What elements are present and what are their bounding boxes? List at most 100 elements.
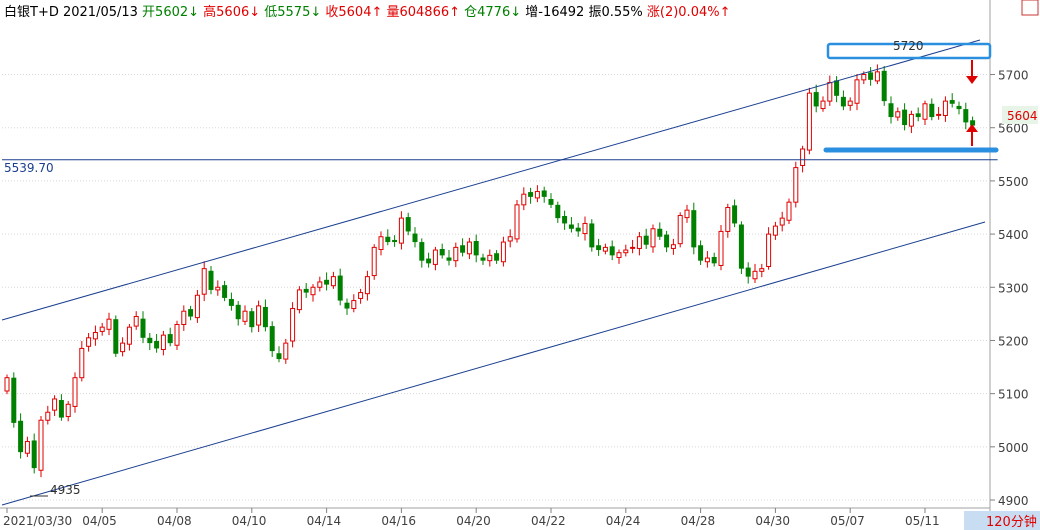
candle-body [772,225,778,236]
candle-body [752,270,758,280]
candle-body [276,353,282,360]
candle-body [317,281,323,288]
candle-body [147,337,153,344]
x-tick-label: 04/05 [82,514,117,528]
candle-body [555,204,561,219]
candle-body [806,92,812,151]
candle-body [235,304,241,320]
y-tick-label: 5500 [998,175,1029,189]
candle-body [466,241,472,255]
candle-body [405,217,411,232]
candle-body [106,318,112,330]
candle-body [813,92,819,107]
candle-body [160,334,166,351]
candle-body [684,209,690,219]
candle-body [133,316,139,327]
candle-body [72,377,78,407]
candle-body [58,400,64,418]
candle-body [800,148,806,166]
candle-body [392,239,398,243]
quote-item: 振0.55% [588,5,646,20]
candle-body [970,120,976,126]
candle-body [936,113,942,116]
candle-body [358,292,364,299]
y-tick-label: 5400 [998,228,1029,242]
candle-body [521,193,527,206]
candle-body [283,342,289,360]
resistance-box [826,42,992,60]
candle-body [113,319,119,354]
candle-body [868,72,874,80]
candle-body [704,257,710,263]
candle-body [480,257,486,261]
y-tick-label: 5000 [998,441,1029,455]
candle-body [514,204,520,240]
candle-body [670,244,676,249]
candle-body [902,109,908,126]
candle-body [657,228,663,237]
candle-body [602,246,608,252]
timeframe-label[interactable]: 120分钟 [986,514,1037,530]
candle-body [330,276,336,287]
candle-body [650,228,656,248]
candle-body [854,79,860,104]
square-icon[interactable] [1021,0,1039,16]
candle-body [548,198,554,205]
quote-item: 收5604↑ [325,5,386,20]
candle-body [942,100,948,116]
candle-body [623,249,629,254]
x-tick-label: 05/11 [905,514,940,528]
candle-body [446,257,452,261]
candle-body [949,100,955,104]
candle-body [242,310,248,322]
candle-body [31,440,37,469]
candle-body [596,245,602,251]
candle-body [45,411,51,421]
candle-body [460,245,466,253]
candle-body [541,190,547,197]
candle-body [344,302,350,309]
candle-body [779,217,785,226]
candle-body [52,398,58,411]
candle-body [677,214,683,245]
candle-body [38,419,44,471]
candle-body [167,334,173,344]
y-tick-label: 4900 [998,494,1029,508]
high-label: 5720 [893,39,924,53]
quote-item: 增-16492 [525,5,588,20]
candle-body [11,377,17,423]
candle-body [820,100,826,110]
candle-body [834,80,840,96]
candle-body [269,326,275,352]
price-axis: 4900 5000 5100 5200 5300 5400 5500 5600 5700 [990,69,1029,508]
quote-item: 开5602↓ [142,5,203,20]
candle-body [732,205,738,224]
candle-body [439,248,445,256]
timeframe-badge[interactable] [964,511,1040,530]
x-tick-label: 04/20 [456,514,491,528]
candle-body [303,288,309,293]
candle-body [310,286,316,296]
candle-body [636,236,642,249]
candle-body [385,236,391,243]
channel-upper-line [1,39,981,321]
candle-body [86,337,92,347]
candle-body [419,242,425,261]
candle-body [174,324,180,346]
candle-body [120,342,126,353]
candle-body [616,252,622,258]
price-grid [0,0,991,530]
candle-body [915,113,921,118]
candle-body [473,241,479,256]
candle-body [582,222,588,235]
candle-body [92,331,98,340]
candle-body [874,71,880,82]
candle-body [609,246,615,256]
candle-body [154,340,160,349]
candle-body [126,326,132,345]
candle-body [725,206,731,232]
candle-body [847,100,853,106]
x-tick-label: 2021/03/30 [3,514,72,528]
candle-body [745,267,751,277]
